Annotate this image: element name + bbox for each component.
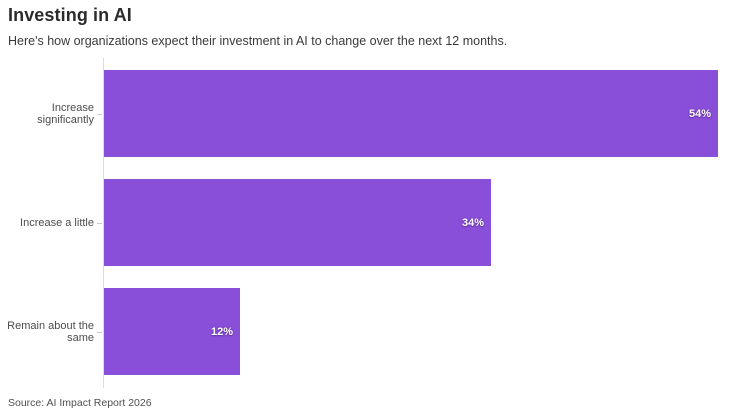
bar: 54% — [104, 70, 718, 157]
axis-tick — [97, 222, 102, 224]
chart-title: Investing in AI — [8, 5, 132, 25]
bar: 34% — [104, 179, 491, 266]
bar-row: Increase significantly 54% — [0, 70, 740, 157]
axis-tick — [97, 331, 102, 333]
axis-tick — [97, 113, 102, 115]
bar-row: Remain about the same 12% — [0, 288, 740, 375]
source-note: Source: AI Impact Report 2026 — [8, 397, 152, 409]
category-label: Increase a little — [20, 216, 94, 229]
chart-subtitle: Here's how organizations expect their in… — [8, 34, 508, 48]
value-label: 54% — [688, 107, 711, 120]
value-label: 34% — [461, 216, 484, 229]
y-axis-line — [103, 58, 104, 388]
bar-chart: Increase significantly 54% Increase a litt… — [0, 58, 740, 388]
category-label: Remain about the same — [7, 319, 94, 344]
bar: 12% — [104, 288, 240, 375]
category-label: Increase significantly — [37, 101, 94, 126]
value-label: 12% — [210, 325, 233, 338]
bar-row: Increase a little 34% — [0, 179, 740, 266]
